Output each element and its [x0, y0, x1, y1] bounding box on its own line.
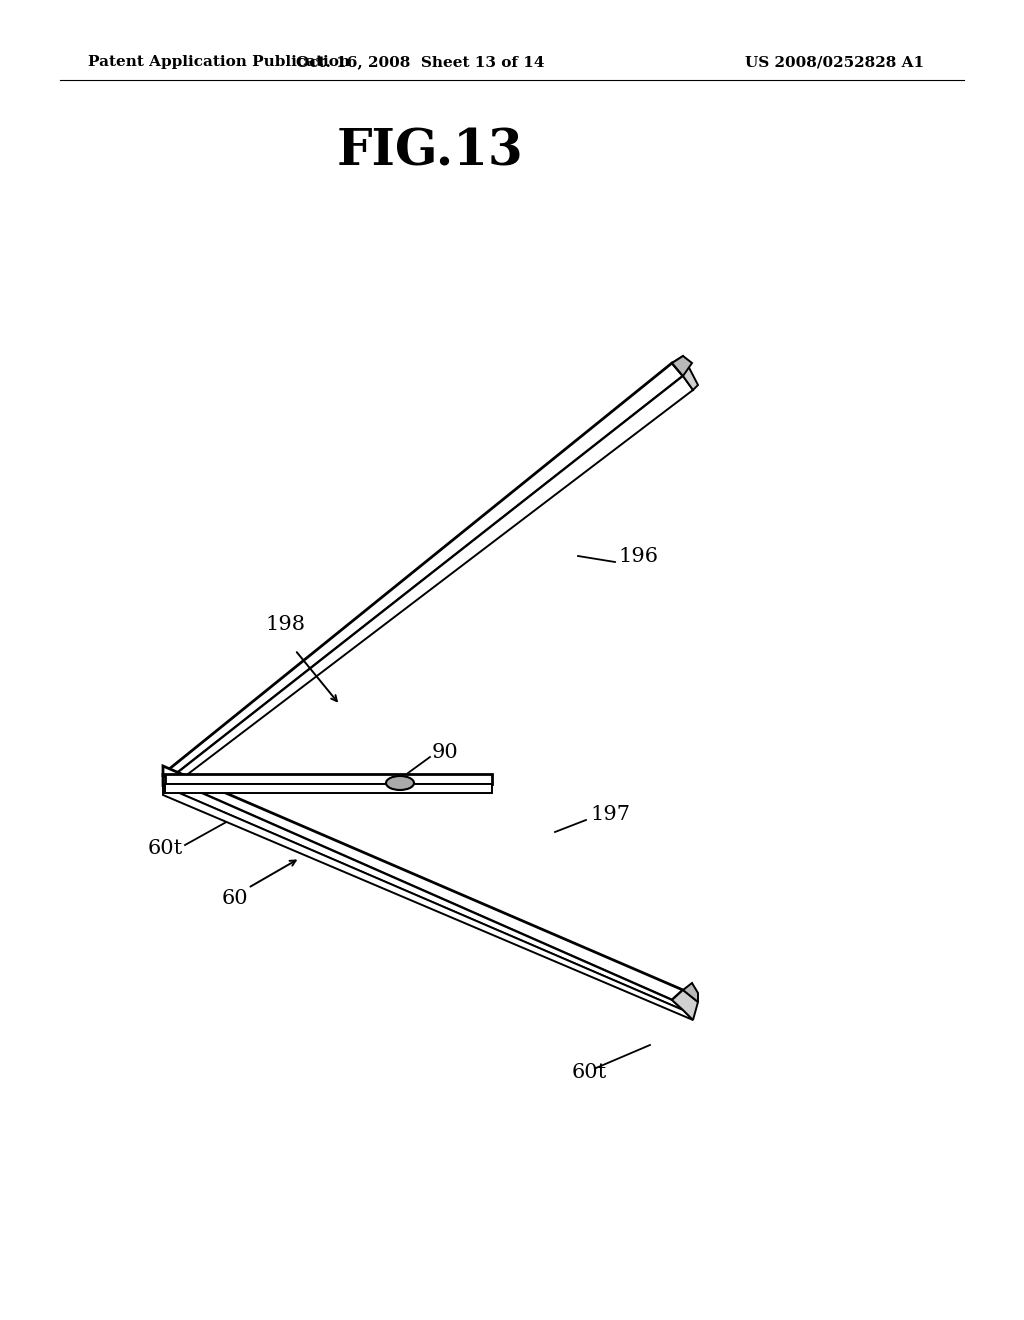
- Text: Oct. 16, 2008  Sheet 13 of 14: Oct. 16, 2008 Sheet 13 of 14: [296, 55, 544, 69]
- Polygon shape: [163, 766, 683, 1001]
- Text: Patent Application Publication: Patent Application Publication: [88, 55, 350, 69]
- Polygon shape: [672, 356, 698, 389]
- Text: 60t: 60t: [148, 838, 183, 858]
- Ellipse shape: [386, 776, 414, 789]
- Polygon shape: [672, 356, 692, 376]
- Text: 60: 60: [222, 888, 249, 908]
- Text: FIG.13: FIG.13: [337, 128, 523, 177]
- Text: 196: 196: [618, 548, 658, 566]
- Text: 60t: 60t: [572, 1063, 607, 1081]
- Polygon shape: [672, 990, 698, 1020]
- Polygon shape: [163, 776, 683, 1010]
- Text: US 2008/0252828 A1: US 2008/0252828 A1: [745, 55, 925, 69]
- Polygon shape: [163, 785, 693, 1020]
- Text: 197: 197: [590, 805, 630, 825]
- Polygon shape: [683, 983, 698, 1002]
- Polygon shape: [165, 784, 492, 793]
- Polygon shape: [165, 774, 492, 784]
- Polygon shape: [163, 363, 683, 784]
- Text: 90: 90: [432, 742, 459, 762]
- Polygon shape: [163, 376, 693, 793]
- Text: 198: 198: [265, 615, 305, 635]
